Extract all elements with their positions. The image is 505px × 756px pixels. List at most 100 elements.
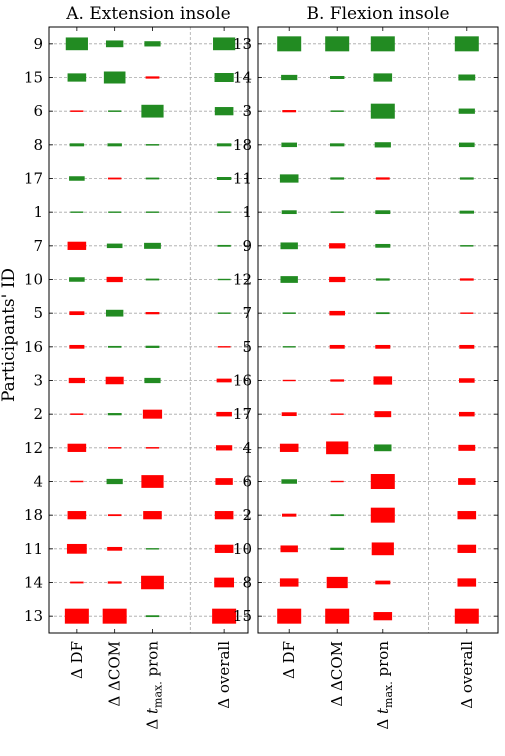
y-tick-label: 4 — [242, 439, 252, 457]
cell-mark — [329, 344, 345, 349]
cell-mark — [370, 36, 395, 52]
cell-mark — [459, 142, 475, 148]
cell-mark — [69, 176, 85, 181]
cell-mark — [459, 411, 475, 417]
y-tick-label: 8 — [242, 574, 252, 592]
cell-mark — [370, 103, 395, 119]
cell-mark — [141, 575, 164, 590]
panel-frame — [257, 26, 499, 634]
cell-mark — [459, 177, 474, 180]
cell-mark — [457, 578, 477, 587]
cell-mark — [216, 411, 232, 417]
cell-mark — [217, 244, 231, 247]
x-tick-label: Δ DF — [68, 641, 86, 679]
cell-mark — [374, 142, 391, 148]
y-axis-label: Participants' ID — [0, 268, 19, 402]
cell-mark — [373, 612, 393, 621]
cell-mark — [330, 379, 345, 382]
cell-mark — [141, 104, 164, 118]
y-tick-label: 5 — [242, 338, 252, 356]
y-tick-label: 17 — [233, 405, 252, 423]
x-tick-label: Δ ΔCOM — [328, 641, 346, 707]
cell-mark — [330, 110, 344, 112]
cell-mark — [144, 41, 161, 47]
cell-mark — [329, 276, 346, 283]
y-tick-label: 1 — [242, 203, 252, 221]
cell-mark — [277, 36, 302, 52]
y-tick-label: 15 — [24, 69, 43, 87]
cell-mark — [282, 312, 296, 314]
cell-mark — [376, 312, 390, 315]
panel-title: B. Flexion insole — [306, 4, 449, 24]
y-tick-label: 11 — [233, 170, 252, 188]
y-tick-label: 14 — [24, 574, 43, 592]
cell-mark — [371, 542, 394, 556]
cell-mark — [70, 480, 84, 483]
y-tick-label: 11 — [24, 540, 43, 558]
cell-mark — [375, 243, 391, 248]
cell-mark — [145, 312, 160, 315]
cell-mark — [281, 142, 297, 148]
cell-mark — [281, 210, 297, 215]
cell-mark — [457, 511, 477, 520]
panel-a: A. Extension insole915681717105163212418… — [24, 4, 249, 730]
cell-mark — [65, 37, 88, 51]
y-tick-label: 4 — [33, 473, 43, 491]
cell-mark — [105, 376, 124, 385]
y-tick-label: 1 — [33, 203, 43, 221]
y-tick-label: 18 — [24, 506, 43, 524]
panel-b: B. Flexion insole13143181119127516174621… — [233, 4, 499, 730]
cell-mark — [281, 74, 298, 81]
cell-mark — [329, 243, 346, 249]
cell-mark — [214, 73, 234, 82]
cell-mark — [281, 479, 297, 484]
cell-mark — [106, 478, 123, 485]
cell-mark — [454, 36, 479, 52]
y-tick-label: 16 — [24, 338, 43, 356]
cell-mark — [107, 143, 122, 147]
cell-mark — [458, 444, 476, 451]
cell-mark — [106, 276, 123, 283]
cell-mark — [70, 581, 84, 584]
x-tick-label: Δ tmax. pron — [374, 641, 395, 730]
y-tick-label: 13 — [233, 35, 252, 53]
y-tick-label: 5 — [33, 304, 43, 322]
cell-mark — [213, 37, 236, 51]
cell-mark — [216, 378, 232, 383]
cell-mark — [107, 177, 122, 180]
cell-mark — [375, 177, 390, 180]
y-tick-label: 6 — [33, 102, 43, 120]
cell-mark — [68, 377, 85, 384]
cell-mark — [373, 376, 393, 385]
cell-mark — [105, 40, 124, 48]
y-tick-label: 9 — [33, 35, 43, 53]
cell-mark — [67, 511, 87, 520]
cell-mark — [330, 547, 345, 550]
cell-mark — [70, 211, 84, 213]
cell-mark — [375, 344, 391, 349]
y-tick-label: 2 — [33, 405, 43, 423]
cell-mark — [214, 511, 234, 520]
x-tick-label: Δ DF — [280, 641, 298, 679]
cell-mark — [67, 241, 87, 250]
cell-mark — [145, 76, 160, 79]
cell-mark — [280, 242, 298, 250]
cell-mark — [326, 441, 349, 455]
cell-mark — [329, 310, 345, 316]
y-tick-label: 6 — [242, 473, 252, 491]
y-tick-label: 18 — [233, 136, 252, 154]
cell-mark — [277, 608, 302, 624]
cell-mark — [375, 278, 390, 281]
cell-mark — [330, 413, 344, 415]
cell-mark — [144, 377, 161, 384]
cell-mark — [326, 576, 348, 589]
cell-mark — [142, 409, 163, 419]
cell-mark — [214, 107, 234, 116]
cell-mark — [279, 578, 299, 587]
y-tick-label: 17 — [24, 170, 43, 188]
y-tick-label: 10 — [24, 271, 43, 289]
cell-mark — [146, 548, 159, 550]
cell-mark — [217, 278, 231, 281]
cell-mark — [330, 76, 345, 79]
